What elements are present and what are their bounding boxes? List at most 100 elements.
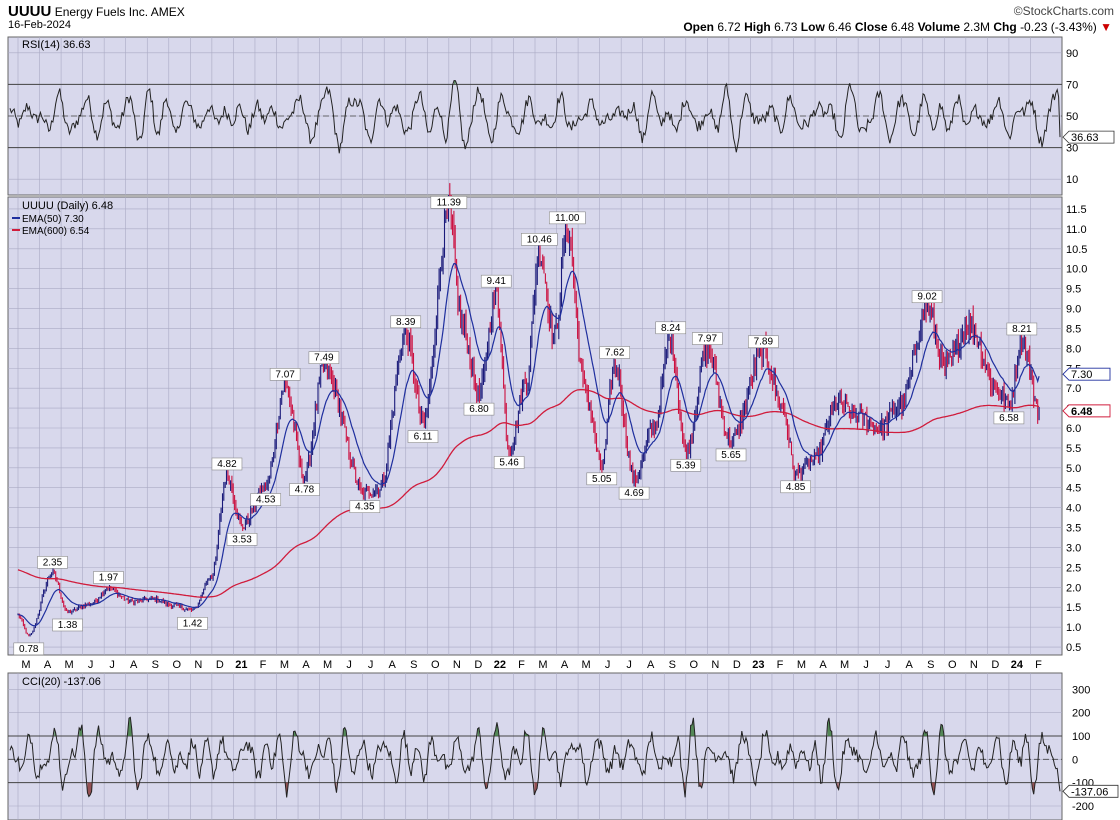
price-annotation: 8.39 [396, 317, 416, 328]
open-label: Open [683, 20, 715, 34]
x-tick-label: F [777, 659, 784, 671]
price-annotation: 7.07 [275, 369, 295, 380]
x-tick-label: J [346, 659, 352, 671]
chg-down-arrow-icon: ▼ [1100, 20, 1112, 34]
price-annotation-box [618, 486, 650, 500]
high-value: 6.73 [774, 20, 798, 34]
price-annotation: 5.46 [499, 457, 519, 468]
company-name: Energy Fuels Inc. [54, 5, 149, 19]
price-ytick-label: 5.5 [1066, 443, 1081, 455]
price-annotation: 2.35 [43, 557, 63, 568]
x-tick-label: A [906, 659, 914, 671]
low-label: Low [800, 20, 825, 34]
x-tick-label: A [302, 659, 310, 671]
price-annotation-box [655, 321, 687, 335]
rsi-line [9, 79, 1061, 154]
x-axis: M A M J J A S O N D 21 F M A M J J A S O N D 22 F M A M J J A S O N D 23 F M… [21, 659, 1042, 671]
close-label: Close [854, 20, 888, 34]
price-annotation: 4.82 [217, 459, 237, 470]
low-value: 6.46 [828, 20, 852, 34]
cci-overbought-fill [293, 731, 297, 736]
price-annotation: 7.62 [605, 347, 625, 358]
price-annotation: 1.38 [58, 620, 78, 631]
x-tick-label: 22 [494, 659, 506, 671]
legend-entry: EMA(600) 6.54 [22, 226, 90, 237]
price-annotation: 10.46 [527, 234, 552, 245]
price-annotation-box [211, 457, 243, 471]
rsi-panel: 90 70 50 30 10 RSI(14) 36.63 36.63 [7, 36, 1115, 196]
price-annotation: 6.58 [999, 413, 1019, 424]
x-tick-label: F [260, 659, 267, 671]
x-tick-label: S [669, 659, 676, 671]
cci-ytick-label: -200 [1072, 801, 1094, 813]
cci-overbought-fill [542, 727, 544, 736]
price-ytick-label: 11.0 [1066, 224, 1087, 236]
price-annotation-box [599, 346, 631, 359]
x-tick-label: A [44, 659, 52, 671]
x-tick-label: S [410, 659, 417, 671]
x-tick-label: O [948, 659, 957, 671]
price-annotation-box [480, 274, 512, 288]
x-tick-label: O [690, 659, 699, 671]
x-tick-label: M [581, 659, 590, 671]
price-annotation: 8.24 [661, 323, 681, 334]
x-tick-label: A [561, 659, 569, 671]
price-ytick-label: 6.0 [1066, 423, 1081, 435]
chart-date: 16-Feb-2024 [8, 19, 71, 31]
price-annotation: 7.49 [314, 353, 334, 364]
volume-label: Volume [917, 20, 961, 34]
price-annotation-box [911, 290, 943, 304]
chg-label: Chg [993, 20, 1017, 34]
x-tick-label: J [368, 659, 374, 671]
price-annotation-box [993, 411, 1025, 425]
x-tick-label: F [1035, 659, 1042, 671]
close-value: 6.48 [890, 20, 915, 34]
price-annotation: 6.80 [469, 404, 489, 415]
price-ytick-label: 1.5 [1066, 602, 1081, 614]
x-tick-label: N [194, 659, 202, 671]
price-title: UUUU (Daily) 6.48 [22, 200, 113, 212]
x-tick-label: J [109, 659, 115, 671]
x-tick-label: A [819, 659, 827, 671]
x-tick-label: M [323, 659, 332, 671]
x-tick-label: J [88, 659, 94, 671]
x-tick-label: D [733, 659, 741, 671]
cci-line [9, 716, 1061, 798]
price-annotation: 4.78 [295, 485, 315, 496]
price-annotation-box [1006, 322, 1038, 336]
price-annotation: 1.42 [183, 618, 203, 629]
x-tick-label: A [389, 659, 397, 671]
ticker-symbol: UUUU [8, 3, 52, 20]
x-tick-label: A [130, 659, 138, 671]
price-annotation: 7.97 [698, 334, 718, 345]
rsi-current-value: 36.63 [1071, 132, 1099, 144]
price-annotation-box [13, 642, 45, 656]
quote-summary: Open 6.72 High 6.73 Low 6.46 Close 6.48 … [683, 20, 1112, 34]
price-annotation-box [670, 458, 702, 472]
x-tick-label: A [647, 659, 655, 671]
price-annotation-box [269, 368, 301, 381]
rsi-ytick-label: 50 [1066, 111, 1078, 123]
price-panel: 11.511.010.510.09.59.08.58.07.57.06.56.0… [7, 183, 1111, 656]
rsi-overbought-fill [454, 80, 456, 85]
price-annotation-box [430, 196, 468, 209]
price-ytick-label: 10.5 [1066, 244, 1087, 256]
cci-oversold-fill [837, 782, 839, 790]
open-value: 6.72 [717, 20, 741, 34]
price-annotation-box [549, 211, 586, 225]
cci-ytick-label: 0 [1072, 754, 1078, 766]
price-ytick-label: 5.0 [1066, 463, 1081, 475]
price-annotation: 8.21 [1012, 324, 1032, 335]
chart-header: UUUU Energy Fuels Inc. AMEX [8, 3, 185, 20]
x-tick-label: D [474, 659, 482, 671]
cci-ytick-label: 300 [1072, 684, 1090, 696]
price-annotation: 0.78 [19, 644, 39, 655]
price-annotation-box [715, 448, 747, 462]
price-annotation: 5.65 [721, 450, 741, 461]
price-annotation: 7.89 [754, 337, 774, 348]
price-ytick-label: 4.5 [1066, 483, 1081, 495]
x-tick-label: N [970, 659, 978, 671]
x-tick-label: M [64, 659, 73, 671]
x-tick-label: M [538, 659, 547, 671]
